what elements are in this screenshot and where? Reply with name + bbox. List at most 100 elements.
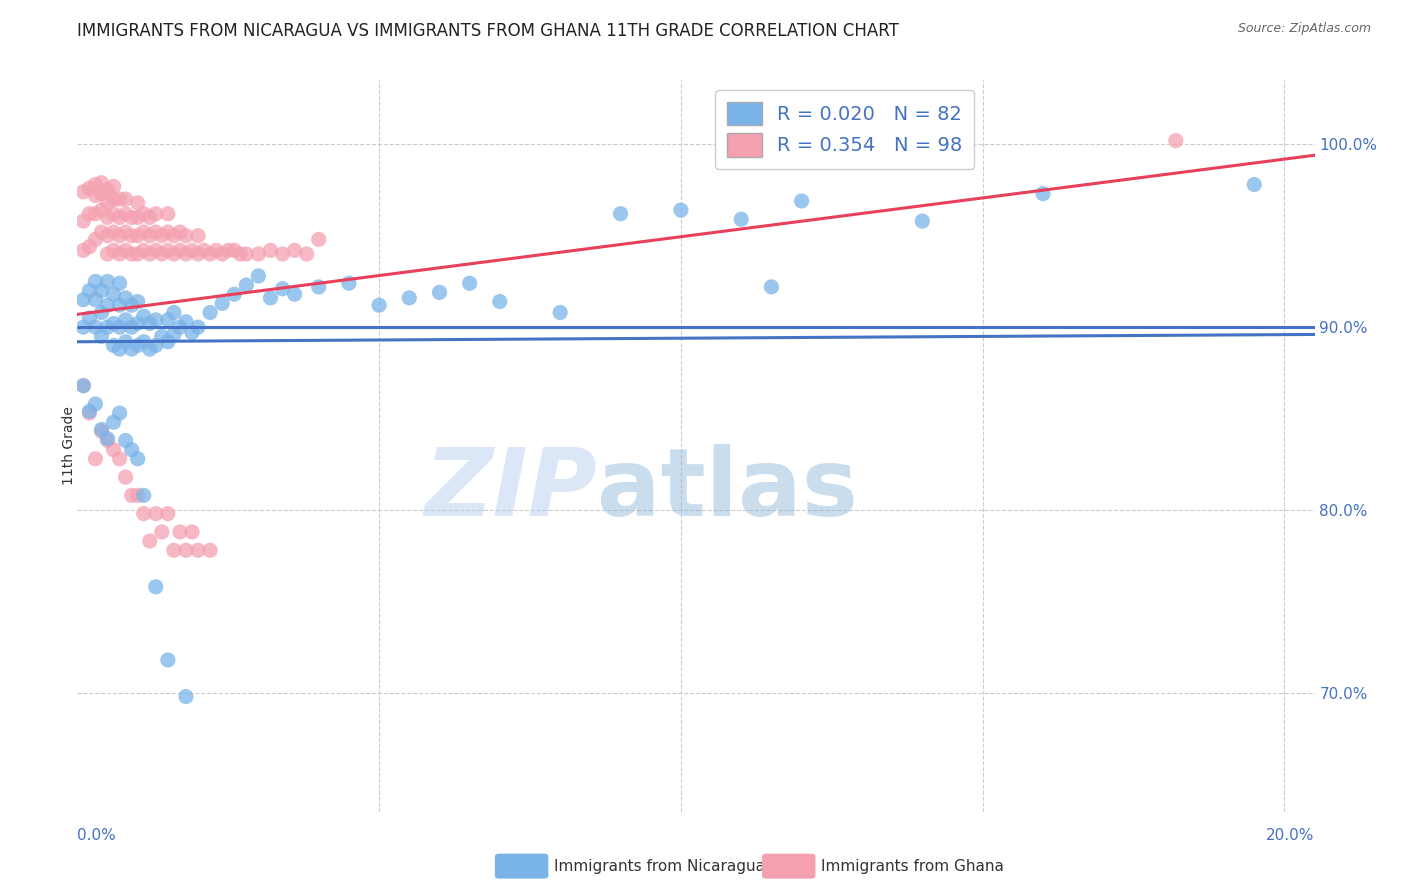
Point bbox=[132, 207, 155, 221]
Point bbox=[108, 320, 131, 334]
Text: Immigrants from Nicaragua: Immigrants from Nicaragua bbox=[554, 859, 765, 873]
Point bbox=[114, 334, 136, 349]
Point bbox=[103, 225, 125, 239]
Text: atlas: atlas bbox=[598, 444, 858, 536]
Point bbox=[259, 291, 281, 305]
Point bbox=[103, 442, 125, 457]
Point bbox=[163, 247, 186, 261]
Text: 20.0%: 20.0% bbox=[1267, 828, 1315, 843]
Point bbox=[132, 225, 155, 239]
Point bbox=[247, 247, 270, 261]
Point bbox=[108, 342, 131, 356]
Point bbox=[211, 247, 233, 261]
Point bbox=[84, 232, 107, 246]
Point bbox=[911, 214, 934, 228]
Point bbox=[169, 244, 191, 258]
Point bbox=[96, 434, 118, 448]
Point bbox=[108, 298, 131, 312]
Point bbox=[84, 178, 107, 192]
Point bbox=[145, 507, 167, 521]
Point bbox=[224, 244, 246, 258]
Point bbox=[114, 207, 136, 221]
Point bbox=[108, 192, 131, 206]
Point bbox=[96, 298, 118, 312]
Point bbox=[224, 287, 246, 301]
Point bbox=[174, 228, 197, 243]
Text: Source: ZipAtlas.com: Source: ZipAtlas.com bbox=[1237, 22, 1371, 36]
Point bbox=[121, 488, 143, 502]
Point bbox=[235, 278, 257, 293]
Point bbox=[1164, 134, 1187, 148]
Point bbox=[337, 277, 360, 291]
Point bbox=[108, 277, 131, 291]
Point bbox=[761, 280, 783, 294]
Point bbox=[84, 188, 107, 202]
Point bbox=[132, 334, 155, 349]
Point bbox=[174, 247, 197, 261]
Point bbox=[108, 211, 131, 225]
Point bbox=[609, 207, 631, 221]
Point bbox=[271, 282, 294, 296]
Point bbox=[127, 294, 149, 309]
Point bbox=[156, 244, 179, 258]
Text: Immigrants from Ghana: Immigrants from Ghana bbox=[821, 859, 1004, 873]
Point bbox=[114, 434, 136, 448]
Point bbox=[103, 317, 125, 331]
Point bbox=[145, 244, 167, 258]
Point bbox=[139, 228, 162, 243]
Point bbox=[1032, 186, 1054, 201]
Point bbox=[187, 320, 209, 334]
Point bbox=[72, 320, 94, 334]
Point bbox=[145, 225, 167, 239]
Point bbox=[79, 207, 101, 221]
Point bbox=[127, 247, 149, 261]
Point bbox=[150, 247, 173, 261]
Point bbox=[211, 296, 233, 310]
Point bbox=[90, 186, 112, 201]
Point bbox=[139, 342, 162, 356]
Point bbox=[103, 338, 125, 352]
Point bbox=[114, 225, 136, 239]
Point bbox=[284, 287, 307, 301]
Point bbox=[156, 653, 179, 667]
Point bbox=[127, 338, 149, 352]
Point bbox=[488, 294, 510, 309]
Point bbox=[90, 225, 112, 239]
Point bbox=[139, 317, 162, 331]
Point bbox=[79, 284, 101, 298]
Point bbox=[114, 244, 136, 258]
Point bbox=[163, 327, 186, 342]
Point bbox=[96, 320, 118, 334]
Point bbox=[72, 378, 94, 392]
Point bbox=[121, 320, 143, 334]
Point bbox=[84, 274, 107, 288]
Point bbox=[174, 690, 197, 704]
Point bbox=[284, 244, 307, 258]
Point bbox=[163, 543, 186, 558]
Point bbox=[730, 212, 752, 227]
Point bbox=[127, 228, 149, 243]
Point bbox=[150, 329, 173, 343]
Point bbox=[139, 247, 162, 261]
Point bbox=[79, 406, 101, 420]
Point bbox=[79, 404, 101, 418]
Point bbox=[84, 397, 107, 411]
Point bbox=[458, 277, 481, 291]
Point bbox=[548, 305, 571, 319]
Point bbox=[156, 207, 179, 221]
Point bbox=[108, 228, 131, 243]
Point bbox=[72, 378, 94, 392]
Point bbox=[169, 320, 191, 334]
Point bbox=[429, 285, 451, 300]
Point bbox=[150, 524, 173, 539]
Point bbox=[114, 291, 136, 305]
Point bbox=[90, 305, 112, 319]
Point bbox=[132, 244, 155, 258]
Point bbox=[259, 244, 281, 258]
Point bbox=[145, 580, 167, 594]
Point bbox=[72, 185, 94, 199]
Point bbox=[90, 329, 112, 343]
Point bbox=[108, 406, 131, 420]
Point bbox=[96, 274, 118, 288]
Point bbox=[90, 176, 112, 190]
